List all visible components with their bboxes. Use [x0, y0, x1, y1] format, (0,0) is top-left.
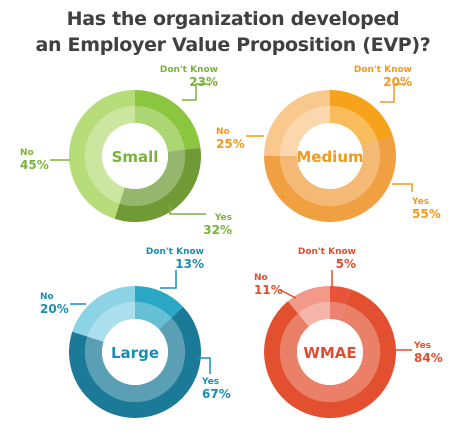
slice-no — [69, 90, 135, 219]
slice-don-t-know — [330, 286, 351, 321]
slice-label-yes: Yes — [413, 341, 431, 351]
center-label: WMAE — [303, 344, 356, 362]
slice-value-yes: 84% — [414, 351, 443, 365]
slice-yes — [263, 289, 396, 419]
slice-value-yes: 32% — [203, 223, 232, 237]
slice-label-no: No — [216, 127, 230, 137]
slice-no — [72, 286, 135, 342]
slice-no-inner-band — [279, 105, 330, 156]
slice-value-yes: 55% — [412, 207, 441, 221]
slice-label-yes: Yes — [214, 213, 232, 223]
slice-yes-inner-band — [279, 304, 381, 403]
slice-label-no: No — [40, 292, 54, 302]
slice-yes — [264, 135, 396, 222]
slice-no-inner-band — [298, 301, 330, 327]
slice-label-no: No — [20, 148, 34, 158]
slice-value-no: 25% — [216, 137, 245, 151]
slice-don-t-know-inner-band — [135, 301, 172, 330]
slice-no-inner-band — [84, 105, 135, 204]
slice-yes-inner-band — [279, 140, 381, 207]
slice-label-yes: Yes — [411, 197, 429, 207]
center-label: Large — [111, 344, 159, 362]
slice-don-t-know-inner-band — [330, 105, 378, 146]
slice-yes — [114, 147, 202, 223]
slice-don-t-know — [135, 90, 201, 152]
slice-yes — [69, 306, 202, 419]
leader-line-yes — [392, 183, 413, 192]
slice-value-no: 45% — [20, 158, 49, 172]
slice-yes-inner-band — [84, 317, 186, 403]
leader-line-yes — [196, 357, 211, 374]
slice-yes-inner-band — [119, 149, 186, 207]
leader-line-no — [279, 289, 297, 299]
slice-don-t-know-inner-band — [330, 301, 346, 321]
slice-no — [264, 90, 330, 156]
slice-label-don-t-know: Don't Know — [298, 247, 356, 257]
slice-value-don-t-know: 23% — [189, 75, 218, 89]
leader-line-yes — [169, 205, 206, 215]
leader-line-don-t-know — [160, 270, 177, 289]
donut-hole — [102, 319, 168, 385]
slice-value-no: 11% — [254, 283, 283, 297]
center-label: Small — [112, 148, 159, 166]
slice-label-don-t-know: Don't Know — [146, 247, 204, 257]
slice-label-yes: Yes — [201, 377, 219, 387]
chart-title-line-2: an Employer Value Proposition (EVP)? — [35, 34, 431, 56]
slice-no — [287, 286, 330, 327]
slice-label-don-t-know: Don't Know — [354, 65, 412, 75]
slice-value-don-t-know: 13% — [175, 257, 204, 271]
slice-value-don-t-know: 20% — [383, 75, 412, 89]
slice-don-t-know — [330, 90, 393, 146]
donut-hole — [297, 123, 363, 189]
chart-title: Has the organization developed an Employ… — [0, 6, 466, 58]
slice-label-don-t-know: Don't Know — [160, 65, 218, 75]
slice-value-no: 20% — [40, 302, 69, 316]
chart-title-line-1: Has the organization developed — [66, 8, 400, 30]
slice-don-t-know — [135, 286, 184, 330]
center-label: Medium — [296, 148, 363, 166]
leader-line-don-t-know — [182, 83, 210, 101]
donut-hole — [102, 123, 168, 189]
slice-no-inner-band — [87, 301, 135, 342]
donut-hole — [297, 319, 363, 385]
slice-don-t-know-inner-band — [135, 105, 185, 152]
slice-value-yes: 67% — [202, 387, 231, 401]
leader-line-don-t-know — [380, 83, 406, 103]
slice-label-no: No — [254, 273, 268, 283]
slice-value-don-t-know: 5% — [336, 257, 356, 271]
